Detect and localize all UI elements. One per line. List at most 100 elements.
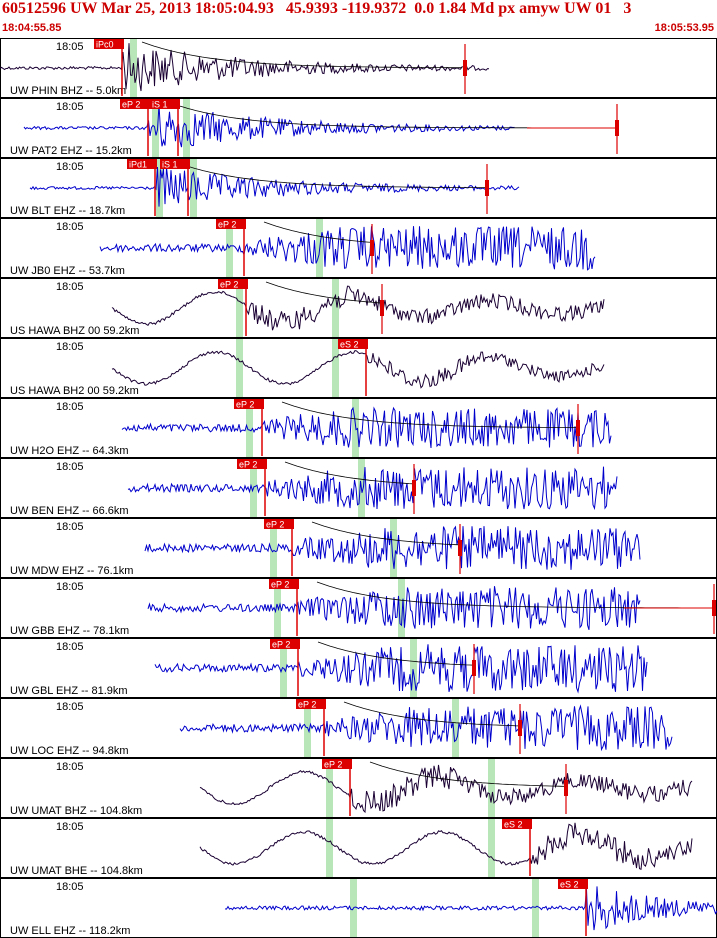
panel-time-label: 18:05 <box>56 341 84 353</box>
waveform-trace <box>144 525 641 570</box>
window-start-time: 18:04:55.85 <box>2 22 62 34</box>
waveform-trace <box>111 350 605 389</box>
station-label: UW PAT2 EHZ -- 15.2km <box>10 145 132 157</box>
station-label: UW BEN EHZ -- 66.6km <box>10 505 129 517</box>
station-label: UW LOC EHZ -- 94.8km <box>10 745 129 757</box>
waveform-trace <box>179 704 673 752</box>
station-panel[interactable]: 18:05 UW BEN EHZ -- 66.6km eP 2 <box>0 458 717 518</box>
station-panel[interactable]: 18:05 UW MDW EHZ -- 76.1km eP 2 <box>0 518 717 578</box>
phase-pick-tag <box>502 819 532 829</box>
phase-pick-label: eS 2 <box>340 340 359 350</box>
phase-pick-label: iPc0 <box>96 40 114 50</box>
event-header: 60512596 UW Mar 25, 2013 18:05:04.93 45.… <box>0 0 717 38</box>
panel-time-label: 18:05 <box>56 581 84 593</box>
coda-end-box <box>712 600 716 616</box>
panel-time-label: 18:05 <box>56 401 84 413</box>
phase-pick-label: iS 1 <box>152 100 168 110</box>
phase-pick-label: eP 2 <box>271 580 289 590</box>
phase-window <box>274 579 281 637</box>
coda-end-box <box>485 180 489 196</box>
phase-pick-label: iS 1 <box>162 160 178 170</box>
phase-pick-tag <box>270 639 300 649</box>
coda-end-box <box>463 60 467 76</box>
coda-curve <box>265 281 383 304</box>
phase-pick-label: eP 2 <box>239 460 257 470</box>
coda-end-box <box>615 120 619 136</box>
panel-time-label: 18:05 <box>56 461 84 473</box>
station-panel[interactable]: 18:05 UW ELL EHZ -- 118.2km eS 2 <box>0 878 717 938</box>
phase-window <box>190 159 197 217</box>
station-label: UW GBL EHZ -- 81.9km <box>10 685 128 697</box>
panel-time-label: 18:05 <box>56 641 84 653</box>
station-label: UW JB0 EHZ -- 53.7km <box>10 265 125 277</box>
coda-end-box <box>370 240 374 256</box>
station-panel[interactable]: 18:05 UW PHIN BHZ -- 5.0km iPc0 <box>0 38 717 98</box>
panel-time-label: 18:05 <box>56 221 84 233</box>
phase-pick-tag <box>234 399 264 409</box>
phase-pick-label: eP 2 <box>220 280 238 290</box>
coda-curve <box>311 521 461 546</box>
panel-time-label: 18:05 <box>56 701 84 713</box>
coda-end-box <box>412 480 416 496</box>
phase-window <box>398 579 405 637</box>
panel-time-label: 18:05 <box>56 521 84 533</box>
seismogram-canvas[interactable]: 18:05 UW PHIN BHZ -- 5.0km iPc0 18:05 UW PAT… <box>0 38 717 938</box>
station-panel[interactable]: 18:05 UW UMAT BHE -- 104.8km eS 2 <box>0 818 717 878</box>
phase-pick-tag <box>94 39 124 49</box>
phase-window <box>226 219 233 277</box>
phase-window <box>488 819 495 877</box>
waveform-trace <box>224 886 717 931</box>
waveform-trace <box>29 166 520 207</box>
phase-pick-label: eP 2 <box>272 640 290 650</box>
seismogram-panel-stack[interactable]: 18:05 UW PHIN BHZ -- 5.0km iPc0 18:05 UW PAT… <box>0 38 717 938</box>
phase-pick-tag <box>127 159 157 169</box>
station-panel[interactable]: 18:05 UW JB0 EHZ -- 53.7km eP 2 <box>0 218 717 278</box>
phase-pick-label: eP 2 <box>218 220 236 230</box>
station-panel[interactable]: 18:05 UW BLT EHZ -- 18.7km iPd1 iS 1 <box>0 158 717 218</box>
station-label: UW ELL EHZ -- 118.2km <box>10 925 130 937</box>
waveform-trace <box>127 466 618 511</box>
waveform-trace <box>23 104 515 148</box>
phase-pick-tag <box>558 879 588 889</box>
phase-window <box>452 699 459 757</box>
station-label: US HAWA BH2 00 59.2km <box>10 385 139 397</box>
phase-pick-tag <box>218 279 248 289</box>
phase-window <box>270 519 277 577</box>
waveform-trace <box>121 406 612 449</box>
station-panel[interactable]: 18:05 UW PAT2 EHZ -- 15.2km eP 2 iS 1 <box>0 98 717 158</box>
phase-pick-tag <box>160 159 190 169</box>
waveform-trace <box>199 764 693 814</box>
phase-pick-tag <box>150 99 180 109</box>
station-label: UW UMAT BHZ -- 104.8km <box>10 805 142 817</box>
event-title: 60512596 UW Mar 25, 2013 18:05:04.93 45.… <box>2 0 632 17</box>
station-label: UW MDW EHZ -- 76.1km <box>10 565 133 577</box>
station-panel[interactable]: 18:05 UW GBL EHZ -- 81.9km eP 2 <box>0 638 717 698</box>
station-panel[interactable]: 18:05 UW GBB EHZ -- 78.1km eP 2 <box>0 578 717 638</box>
station-panel[interactable]: 18:05 UW H2O EHZ -- 64.3km eP 2 <box>0 398 717 458</box>
phase-pick-tag <box>338 339 368 349</box>
coda-curve <box>369 761 567 787</box>
phase-window <box>532 879 539 937</box>
coda-curve <box>167 101 616 129</box>
phase-window <box>410 639 417 697</box>
panel-time-label: 18:05 <box>56 821 84 833</box>
waveform-trace <box>147 586 641 631</box>
station-panel[interactable]: 18:05 UW UMAT BHZ -- 104.8km eP 2 <box>0 758 717 818</box>
panel-time-label: 18:05 <box>56 101 84 113</box>
station-label: UW UMAT BHE -- 104.8km <box>10 865 143 877</box>
coda-end-box <box>380 300 384 316</box>
station-label: US HAWA BHZ 00 59.2km <box>10 325 139 337</box>
coda-curve <box>281 401 578 428</box>
phase-pick-label: eP 2 <box>324 760 342 770</box>
phase-window <box>390 519 397 577</box>
coda-end-box <box>576 420 580 436</box>
coda-end-box <box>518 720 522 736</box>
phase-window <box>488 759 495 817</box>
station-panel[interactable]: 18:05 US HAWA BH2 00 59.2km eS 2 <box>0 338 717 398</box>
station-panel[interactable]: 18:05 US HAWA BHZ 00 59.2km eP 2 <box>0 278 717 338</box>
phase-pick-label: eP 2 <box>236 400 254 410</box>
phase-pick-tag <box>264 519 294 529</box>
phase-window <box>236 339 243 397</box>
station-panel[interactable]: 18:05 UW LOC EHZ -- 94.8km eP 2 <box>0 698 717 758</box>
phase-window <box>326 759 333 817</box>
